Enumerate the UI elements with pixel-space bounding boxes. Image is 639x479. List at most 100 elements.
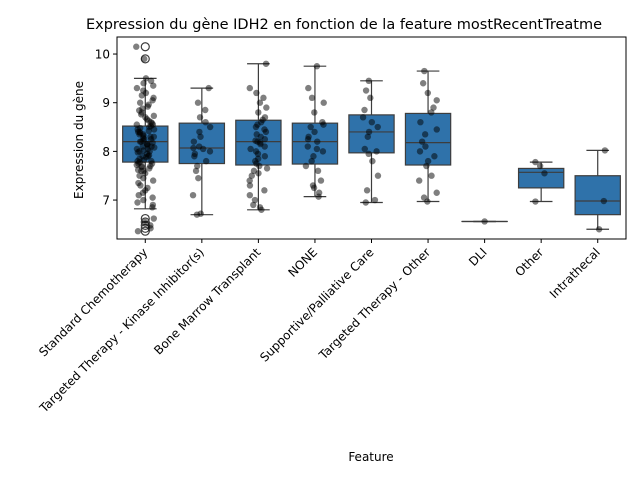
data-point bbox=[319, 148, 327, 155]
data-point bbox=[315, 189, 323, 196]
x-tick-label: Supportive/Palliative Care bbox=[257, 245, 376, 364]
data-point bbox=[246, 84, 254, 92]
points-group-8 bbox=[595, 147, 609, 233]
x-tick-label: Targeted Therapy - Other bbox=[316, 245, 434, 363]
y-axis: 7 8 9 10 bbox=[95, 48, 117, 208]
data-point bbox=[190, 144, 197, 152]
data-point bbox=[433, 97, 440, 104]
data-point bbox=[309, 182, 317, 189]
y-tick-label: 9 bbox=[102, 96, 110, 110]
data-point bbox=[532, 198, 539, 205]
data-point bbox=[134, 228, 142, 235]
plot-frame bbox=[116, 36, 627, 240]
x-tick-label: Intrathecal bbox=[547, 245, 603, 301]
data-point bbox=[361, 145, 368, 153]
data-point bbox=[433, 189, 440, 196]
data-point bbox=[253, 131, 260, 138]
data-point bbox=[144, 184, 151, 192]
data-point bbox=[363, 187, 371, 194]
data-point bbox=[423, 162, 430, 170]
data-point bbox=[424, 157, 432, 165]
box bbox=[178, 122, 226, 165]
data-point bbox=[202, 118, 209, 126]
data-point bbox=[308, 157, 315, 165]
data-point bbox=[202, 106, 209, 114]
data-point bbox=[150, 126, 158, 133]
data-point bbox=[420, 194, 428, 201]
points-group-2 bbox=[246, 60, 271, 213]
data-point bbox=[428, 172, 435, 179]
data-point bbox=[206, 123, 214, 131]
data-point bbox=[195, 143, 203, 150]
data-point bbox=[308, 94, 316, 102]
data-point bbox=[365, 128, 373, 136]
data-point bbox=[251, 196, 259, 204]
box bbox=[404, 112, 452, 166]
data-point bbox=[364, 133, 371, 140]
data-point bbox=[246, 191, 254, 199]
data-point bbox=[313, 145, 321, 153]
data-point bbox=[310, 153, 317, 160]
data-point bbox=[141, 218, 149, 226]
data-point bbox=[252, 148, 260, 155]
data-point bbox=[142, 75, 150, 82]
data-point bbox=[311, 109, 318, 116]
data-point bbox=[361, 106, 368, 114]
data-point bbox=[140, 196, 147, 204]
data-point bbox=[532, 158, 539, 166]
data-point bbox=[418, 138, 426, 145]
data-point bbox=[368, 118, 376, 126]
points-group-0 bbox=[133, 43, 158, 235]
data-point bbox=[374, 172, 382, 179]
data-point bbox=[140, 80, 147, 87]
data-point bbox=[150, 215, 158, 222]
outlier-marker bbox=[140, 42, 150, 52]
data-point bbox=[305, 84, 312, 92]
data-point bbox=[150, 82, 157, 89]
y-tick-label: 10 bbox=[95, 48, 110, 62]
data-point bbox=[136, 131, 143, 138]
data-point bbox=[140, 87, 147, 94]
box-group-7 bbox=[517, 161, 565, 203]
data-point bbox=[147, 162, 154, 170]
data-point bbox=[359, 114, 367, 121]
data-point bbox=[307, 123, 314, 131]
data-point bbox=[595, 226, 603, 233]
data-point bbox=[428, 109, 435, 116]
data-point bbox=[194, 162, 201, 170]
data-point bbox=[145, 101, 152, 108]
data-point bbox=[421, 131, 429, 138]
data-point bbox=[419, 80, 427, 87]
data-point bbox=[197, 210, 204, 217]
data-point bbox=[136, 138, 144, 145]
data-point bbox=[417, 118, 424, 126]
data-point bbox=[601, 147, 609, 154]
data-point bbox=[421, 67, 428, 75]
data-point bbox=[140, 167, 148, 175]
data-point bbox=[261, 187, 268, 194]
x-axis-label: Feature bbox=[348, 450, 393, 464]
data-point bbox=[150, 112, 158, 120]
box-group-1 bbox=[178, 87, 226, 216]
data-point bbox=[261, 153, 269, 160]
data-point bbox=[430, 104, 437, 111]
data-point bbox=[252, 137, 259, 144]
data-point bbox=[313, 63, 321, 70]
data-point bbox=[253, 89, 260, 97]
data-point bbox=[196, 128, 203, 136]
data-point bbox=[260, 94, 267, 102]
points-group-4 bbox=[359, 77, 382, 206]
data-point bbox=[541, 170, 548, 177]
data-point bbox=[194, 99, 202, 106]
data-point bbox=[196, 114, 204, 121]
data-point bbox=[149, 201, 157, 209]
data-point bbox=[262, 60, 270, 67]
data-point bbox=[362, 199, 369, 206]
data-point bbox=[369, 157, 376, 165]
data-point bbox=[250, 201, 257, 209]
data-point bbox=[148, 157, 155, 165]
data-point bbox=[365, 77, 373, 85]
x-tick-label: NONE bbox=[285, 245, 320, 280]
data-point bbox=[371, 196, 379, 204]
